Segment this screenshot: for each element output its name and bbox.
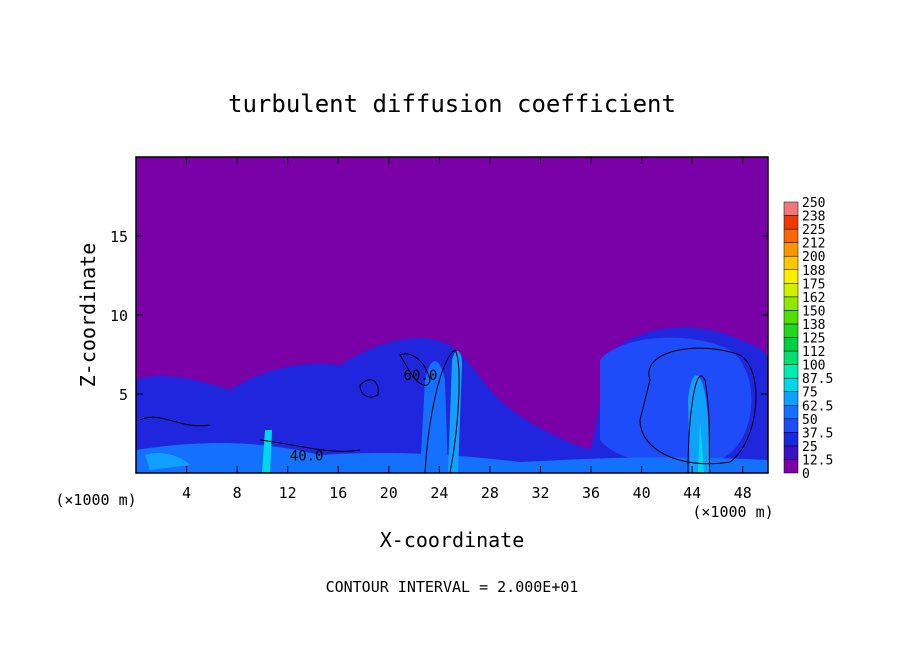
colorbar-swatch (783, 350, 799, 365)
colorbar-label: 212 (802, 237, 825, 252)
colorbar-swatch (783, 418, 799, 433)
x-tick-label: 44 (683, 484, 701, 502)
colorbar-swatch (783, 242, 799, 257)
colorbar-swatch (783, 405, 799, 420)
contour-lines: 60.0 40.0 (139, 347, 757, 474)
colorbar-label: 25 (802, 440, 818, 455)
y-tick-label: 15 (110, 228, 128, 246)
x-tick-label: 36 (582, 484, 600, 502)
colorbar-swatch (783, 337, 799, 352)
y-axis-unit: (×1000 m) (55, 491, 136, 509)
colorbar-swatch (783, 283, 799, 298)
colorbar-label: 37.5 (802, 426, 833, 441)
colorbar-label: 150 (802, 304, 825, 319)
colorbar-swatch (783, 391, 799, 406)
colorbar-swatch (783, 323, 799, 338)
colorbar-label: 225 (802, 223, 825, 238)
colorbar-swatch (783, 228, 799, 243)
colorbar-label: 200 (802, 250, 825, 265)
colorbar-label: 175 (802, 277, 825, 292)
colorbar-label: 112 (802, 345, 825, 360)
x-axis-unit: (×1000 m) (692, 503, 773, 521)
field-shapes (136, 327, 768, 473)
colorbar-label: 50 (802, 413, 818, 428)
x-tick-label: 32 (531, 484, 549, 502)
chart-title: turbulent diffusion coefficient (228, 90, 676, 118)
x-tick-label: 12 (279, 484, 297, 502)
colorbar-swatch (783, 201, 799, 216)
y-axis-label: Z-coordinate (76, 243, 100, 388)
colorbar-label: 188 (802, 264, 825, 279)
colorbar: 012.52537.55062.57587.510011212513815016… (783, 196, 833, 482)
colorbar-swatch (783, 310, 799, 325)
colorbar-swatch (783, 269, 799, 284)
colorbar-label: 75 (802, 386, 818, 401)
x-tick-label: 8 (233, 484, 242, 502)
y-tick-label: 10 (110, 307, 128, 325)
colorbar-swatch (783, 364, 799, 379)
contour-label: 40.0 (290, 449, 324, 465)
colorbar-label: 125 (802, 332, 825, 347)
x-tick-label: 4 (182, 484, 191, 502)
x-tick-label: 28 (481, 484, 499, 502)
colorbar-label: 100 (802, 359, 825, 374)
x-tick-label: 16 (329, 484, 347, 502)
colorbar-label: 238 (802, 210, 825, 225)
colorbar-swatch (783, 296, 799, 311)
colorbar-label: 138 (802, 318, 825, 333)
x-tick-label: 40 (633, 484, 651, 502)
colorbar-swatch (783, 377, 799, 392)
x-tick-label: 20 (380, 484, 398, 502)
x-tick-label: 24 (430, 484, 448, 502)
colorbar-swatch (783, 432, 799, 447)
colorbar-swatch (783, 445, 799, 460)
colorbar-swatch (783, 459, 799, 474)
contour-label: 60.0 (404, 368, 438, 384)
colorbar-label: 62.5 (802, 399, 833, 414)
colorbar-label: 162 (802, 291, 825, 306)
colorbar-swatch (783, 215, 799, 230)
x-tick-label: 48 (734, 484, 752, 502)
x-axis-label: X-coordinate (380, 528, 525, 552)
colorbar-label: 87.5 (802, 372, 833, 387)
colorbar-label: 12.5 (802, 453, 833, 468)
footer-note: CONTOUR INTERVAL = 2.000E+01 (326, 578, 579, 596)
y-tick-label: 5 (119, 386, 128, 404)
colorbar-label: 0 (802, 467, 810, 482)
colorbar-label: 250 (802, 196, 825, 211)
colorbar-swatch (783, 255, 799, 271)
